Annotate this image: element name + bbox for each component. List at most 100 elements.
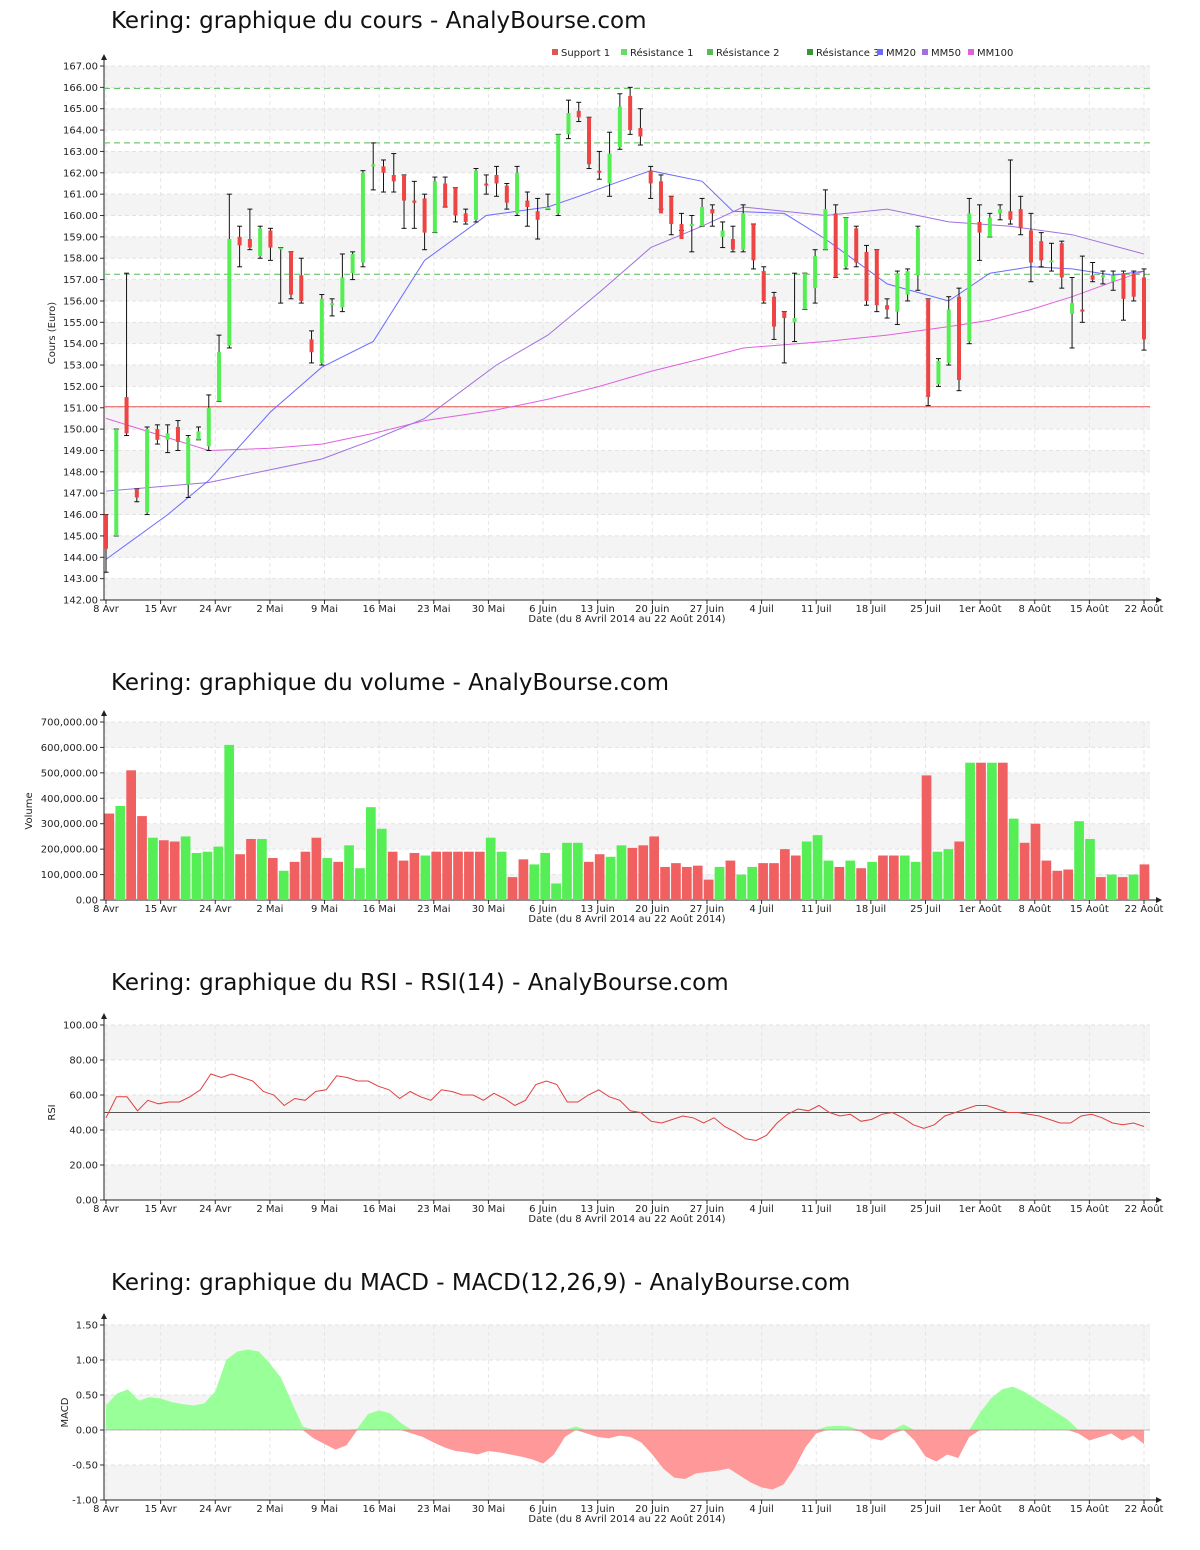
volume-bar	[867, 861, 877, 900]
volume-bar	[834, 866, 845, 900]
y-tick-label: 1.00	[76, 1356, 98, 1367]
candle-body	[350, 253, 355, 274]
y-tick-label: 153.00	[63, 361, 98, 372]
volume-bar	[583, 861, 594, 900]
x-axis-arrow	[1156, 897, 1162, 903]
y-tick-label: 150.00	[63, 425, 98, 436]
y-tick-label: 0.00	[76, 1426, 98, 1437]
volume-bar	[289, 861, 300, 900]
candle-body	[545, 206, 550, 210]
x-tick-label: 6 Juin	[529, 904, 557, 915]
x-tick-label: 24 Avr	[199, 604, 232, 615]
y-axis-arrow	[101, 1313, 107, 1319]
y-axis-label: Volume	[24, 792, 35, 829]
plot-band	[104, 108, 1150, 131]
candle-body	[617, 106, 622, 148]
y-tick-label: 400,000.00	[41, 794, 98, 805]
volume-bar	[616, 845, 627, 900]
volume-bar	[1106, 874, 1117, 900]
x-tick-label: 6 Juin	[529, 1504, 557, 1515]
macd-chart: -1.00 -0.50 0.00 0.50 1.00 1.50 8 Avr 15 Avr 24 …	[60, 1313, 1164, 1525]
y-tick-label: 158.00	[63, 254, 98, 265]
x-axis-label: Date (du 8 Avril 2014 au 22 Août 2014)	[528, 1213, 725, 1225]
legend-label: MM50	[931, 48, 961, 59]
legend-label: MM100	[977, 48, 1013, 59]
volume-bar	[148, 837, 158, 900]
x-tick-label: 8 Avr	[93, 904, 120, 915]
plot-band	[104, 279, 1150, 301]
y-tick-label: 154.00	[63, 339, 98, 350]
x-tick-label: 23 Mai	[417, 604, 450, 615]
volume-bar	[180, 836, 191, 900]
candle-body	[1008, 211, 1013, 220]
candle-body	[936, 360, 941, 385]
volume-bar	[376, 828, 387, 900]
x-tick-label: 8 Avr	[93, 1204, 120, 1215]
candle-body	[402, 174, 407, 201]
volume-bar	[387, 851, 398, 900]
candle-body	[330, 303, 335, 306]
x-tick-label: 4 Juil	[749, 1504, 773, 1515]
candle-body	[525, 200, 530, 207]
volume-bar	[703, 879, 714, 900]
x-tick-label: 16 Mai	[362, 604, 395, 615]
candle-body	[638, 127, 643, 137]
plot-band	[104, 151, 1150, 173]
candle-body	[741, 213, 746, 250]
candle-body	[576, 110, 581, 118]
volume-bar	[943, 849, 954, 900]
x-tick-label: 9 Mai	[311, 1504, 338, 1515]
candle-body	[134, 488, 139, 498]
x-tick-label: 11 Juil	[801, 904, 832, 915]
x-tick-label: 25 Juil	[910, 1504, 941, 1515]
rsi-chart-block: Kering: graphique du RSI - RSI(14) - Ana…	[0, 970, 1200, 1240]
x-tick-label: 8 Avr	[93, 604, 120, 615]
x-axis-arrow	[1156, 1197, 1162, 1203]
x-tick-label: 23 Mai	[417, 904, 450, 915]
x-tick-label: 2 Mai	[256, 1504, 283, 1515]
x-tick-label: 16 Mai	[362, 904, 395, 915]
volume-bar	[431, 851, 442, 900]
volume-bar	[823, 860, 834, 900]
candle-body	[443, 183, 448, 207]
x-tick-label: 16 Mai	[362, 1504, 395, 1515]
y-tick-label: 156.00	[63, 296, 98, 307]
volume-bar	[660, 866, 670, 900]
volume-bar	[889, 855, 899, 900]
x-tick-label: 4 Juil	[749, 904, 773, 915]
volume-bar	[191, 852, 202, 900]
candle-body	[679, 224, 684, 240]
candle-body	[196, 431, 201, 440]
plot-band	[104, 722, 1150, 748]
candle-body	[1121, 273, 1126, 299]
candle-body	[998, 209, 1003, 214]
candle-body	[946, 309, 951, 363]
candle-body	[268, 230, 273, 248]
y-tick-label: 162.00	[63, 168, 98, 179]
x-tick-label: 6 Juin	[529, 604, 557, 615]
volume-bar	[246, 838, 256, 900]
volume-chart-title: Kering: graphique du volume - AnalyBours…	[111, 670, 669, 696]
macd-chart-block: Kering: graphique du MACD - MACD(12,26,9…	[0, 1270, 1200, 1540]
volume-bar	[769, 863, 779, 900]
candle-body	[1111, 275, 1116, 282]
y-axis-arrow	[101, 710, 107, 716]
y-axis-label: Cours (Euro)	[47, 302, 58, 365]
volume-bar	[1019, 842, 1030, 900]
volume-bar	[104, 813, 115, 900]
x-tick-label: 1er Août	[959, 1203, 1002, 1215]
volume-bar	[1063, 869, 1074, 900]
plot-band	[104, 365, 1150, 387]
volume-bar	[780, 849, 790, 900]
plot-band	[104, 66, 1150, 88]
y-tick-label: 160.00	[63, 211, 98, 222]
x-tick-label: 27 Juin	[690, 1504, 724, 1515]
y-tick-label: 20.00	[69, 1161, 98, 1172]
y-tick-label: 100.00	[63, 1021, 98, 1032]
candle-body	[484, 183, 489, 186]
volume-bar	[115, 805, 126, 900]
legend-swatch	[552, 49, 558, 55]
candle-body	[967, 213, 972, 342]
y-tick-label: 166.00	[63, 83, 98, 94]
y-tick-label: 142.00	[63, 596, 98, 607]
